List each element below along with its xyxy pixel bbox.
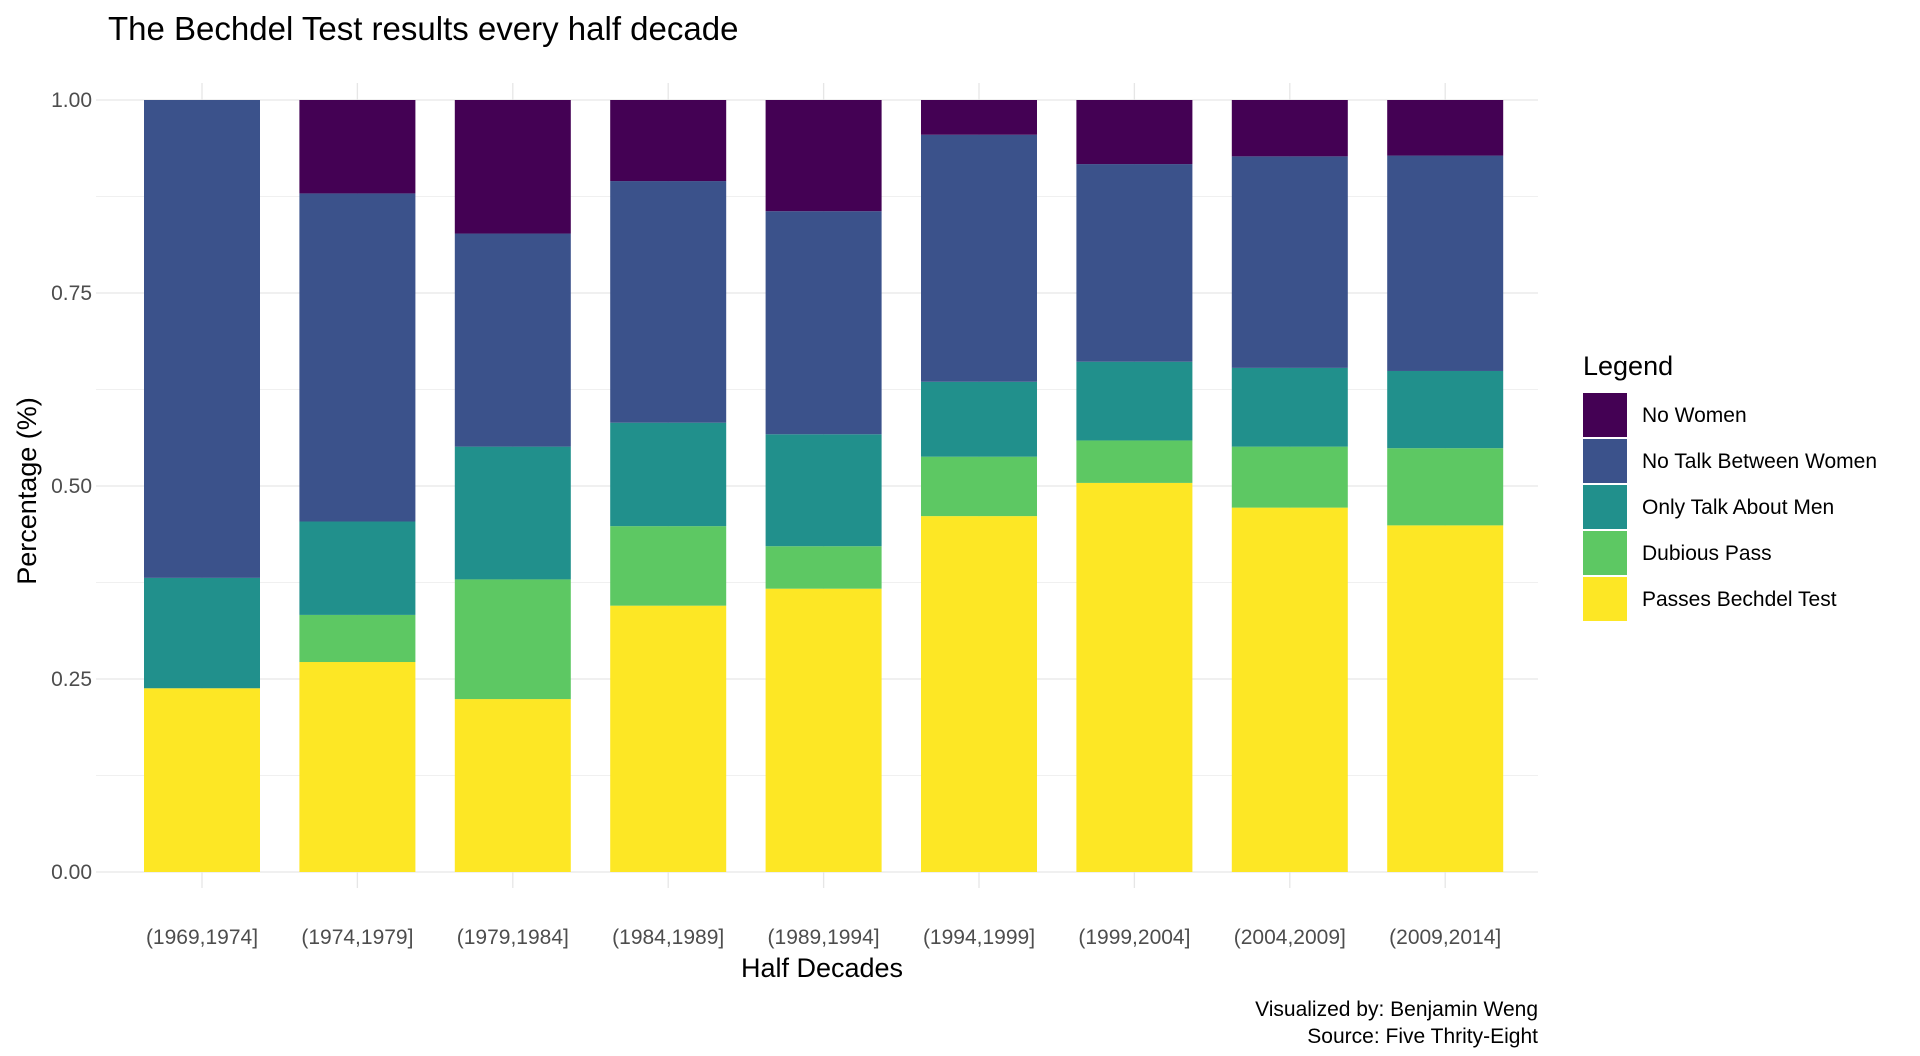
bar-segment (299, 521, 416, 615)
bar-segment (1231, 446, 1348, 508)
x-tick-label: (1989,1994] (768, 926, 880, 949)
chart-title: The Bechdel Test results every half deca… (108, 10, 738, 47)
legend-label: Only Talk About Men (1642, 496, 1834, 519)
bar-segment (765, 211, 882, 435)
legend: No Women No Talk Between Women Only Talk A… (1583, 393, 1877, 621)
bar-segment (454, 100, 571, 234)
bar-segment (1387, 155, 1504, 371)
legend-key (1583, 439, 1627, 483)
x-tick-label: (1999,2004] (1078, 926, 1190, 949)
bars (144, 100, 1504, 872)
bar-segment (299, 614, 416, 663)
bar-segment (1076, 440, 1193, 483)
bar-segment (454, 233, 571, 447)
y-axis-ticks: 0.00 0.25 0.50 0.75 1.00 (51, 89, 92, 884)
bar-segment (454, 699, 571, 872)
bar-segment (610, 422, 727, 527)
bar-segment (1387, 100, 1504, 156)
x-tick-label: (1969,1974] (146, 926, 258, 949)
bar-segment (765, 546, 882, 589)
bar-segment (299, 100, 416, 194)
bar-segment (454, 579, 571, 700)
x-tick-label: (1974,1979] (301, 926, 413, 949)
legend-label: Passes Bechdel Test (1642, 588, 1837, 611)
x-tick-label: (2009,2014] (1389, 926, 1501, 949)
legend-key (1583, 577, 1627, 621)
legend-label: No Women (1642, 404, 1747, 427)
bar-segment (610, 181, 727, 423)
bar-segment (765, 588, 882, 872)
bar-segment (454, 446, 571, 580)
y-axis-title: Percentage (%) (12, 397, 42, 585)
bar-segment (921, 100, 1037, 135)
bar-segment (921, 381, 1037, 457)
x-tick-label: (2004,2009] (1234, 926, 1346, 949)
legend-key (1583, 485, 1627, 529)
bar-segment (921, 456, 1037, 517)
legend-title: Legend (1583, 351, 1673, 381)
legend-label: Dubious Pass (1642, 542, 1772, 565)
bar-segment (299, 662, 416, 872)
legend-label: No Talk Between Women (1642, 450, 1877, 473)
bar-segment (921, 134, 1037, 382)
bar-segment (610, 526, 727, 606)
bar-segment (1387, 525, 1504, 872)
x-axis-title: Half Decades (741, 953, 903, 983)
y-tick-label: 0.25 (51, 668, 92, 691)
bar-segment (1231, 367, 1348, 447)
caption-source: Source: Five Thrity-Eight (1307, 1025, 1538, 1048)
x-axis-ticks: (1969,1974] (1974,1979] (1979,1984] (1984,1… (146, 926, 1501, 949)
bar-segment (144, 577, 260, 689)
bar-segment (1076, 482, 1193, 872)
y-tick-label: 0.75 (51, 282, 92, 305)
legend-key (1583, 531, 1627, 575)
bar-segment (299, 193, 416, 522)
bar-segment (1387, 448, 1504, 526)
bar-segment (610, 100, 727, 182)
x-tick-label: (1994,1999] (923, 926, 1035, 949)
y-tick-label: 0.00 (51, 861, 92, 884)
bar-segment (1076, 100, 1193, 165)
legend-key (1583, 393, 1627, 437)
bar-segment (1231, 100, 1348, 157)
caption-credit: Visualized by: Benjamin Weng (1255, 998, 1538, 1021)
bar-segment (921, 516, 1037, 872)
bar-segment (765, 100, 882, 212)
x-tick-label: (1979,1984] (457, 926, 569, 949)
bar-segment (1076, 361, 1193, 441)
x-tick-label: (1984,1989] (612, 926, 724, 949)
bar-segment (765, 434, 882, 547)
y-tick-label: 0.50 (51, 475, 92, 498)
y-tick-label: 1.00 (51, 89, 92, 112)
bar-segment (610, 605, 727, 872)
bar-segment (144, 100, 260, 578)
bar-segment (1387, 370, 1504, 449)
bar-segment (144, 688, 260, 872)
bar-segment (1231, 507, 1348, 872)
bar-segment (1076, 164, 1193, 362)
bar-segment (1231, 156, 1348, 368)
